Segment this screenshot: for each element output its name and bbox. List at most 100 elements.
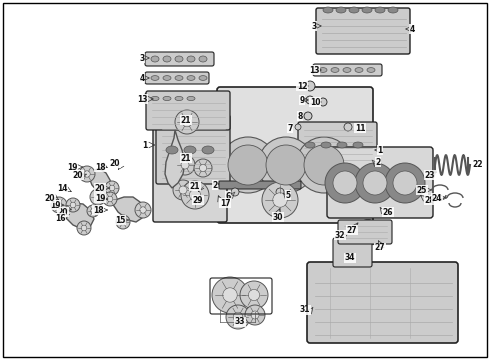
Circle shape	[251, 311, 259, 319]
Circle shape	[190, 189, 200, 201]
Ellipse shape	[319, 68, 327, 72]
FancyBboxPatch shape	[313, 64, 382, 76]
Ellipse shape	[199, 56, 207, 62]
Text: 15: 15	[115, 216, 125, 225]
Polygon shape	[60, 203, 94, 229]
Ellipse shape	[336, 7, 346, 13]
Circle shape	[179, 186, 187, 194]
Circle shape	[248, 289, 260, 301]
Circle shape	[103, 192, 117, 206]
Circle shape	[245, 305, 265, 325]
Circle shape	[181, 161, 189, 169]
FancyBboxPatch shape	[307, 262, 458, 343]
Text: 4: 4	[139, 73, 145, 82]
Ellipse shape	[151, 56, 159, 62]
Circle shape	[304, 112, 312, 120]
Text: 20: 20	[95, 184, 105, 193]
Circle shape	[305, 81, 315, 91]
Text: 20: 20	[58, 207, 68, 216]
Text: 11: 11	[355, 123, 365, 132]
Ellipse shape	[151, 96, 159, 100]
Ellipse shape	[343, 68, 351, 72]
Text: 29: 29	[193, 195, 203, 204]
Circle shape	[273, 193, 287, 207]
Ellipse shape	[375, 7, 385, 13]
Circle shape	[258, 137, 314, 193]
Text: 20: 20	[110, 158, 120, 167]
Circle shape	[194, 159, 212, 177]
Text: 4: 4	[409, 24, 415, 33]
Circle shape	[266, 145, 306, 185]
Circle shape	[199, 165, 207, 172]
Text: 34: 34	[345, 253, 355, 262]
Text: 30: 30	[273, 212, 283, 221]
Ellipse shape	[166, 146, 178, 154]
Circle shape	[107, 196, 113, 202]
Text: 2: 2	[375, 158, 381, 166]
Ellipse shape	[187, 76, 195, 80]
Ellipse shape	[163, 56, 171, 62]
Ellipse shape	[163, 96, 171, 100]
Text: 12: 12	[297, 81, 307, 90]
Circle shape	[84, 171, 90, 177]
Text: 28: 28	[425, 195, 435, 204]
Circle shape	[182, 117, 192, 127]
FancyBboxPatch shape	[153, 118, 227, 222]
Circle shape	[90, 189, 106, 205]
Ellipse shape	[367, 68, 375, 72]
Circle shape	[81, 225, 87, 231]
Polygon shape	[110, 197, 144, 222]
Circle shape	[333, 171, 357, 195]
Text: 5: 5	[286, 190, 291, 199]
Ellipse shape	[184, 146, 196, 154]
Text: 27: 27	[347, 225, 357, 234]
Text: 16: 16	[55, 213, 65, 222]
Circle shape	[91, 208, 96, 213]
Circle shape	[135, 202, 151, 218]
Text: 21: 21	[181, 153, 191, 162]
Ellipse shape	[362, 7, 372, 13]
Circle shape	[66, 198, 80, 212]
Circle shape	[393, 171, 417, 195]
Text: 20: 20	[73, 171, 83, 180]
Circle shape	[304, 145, 344, 185]
Text: 18: 18	[93, 206, 103, 215]
Circle shape	[231, 188, 239, 196]
Text: 10: 10	[310, 98, 320, 107]
Ellipse shape	[353, 142, 363, 148]
Text: 2: 2	[212, 180, 218, 189]
Ellipse shape	[305, 142, 315, 148]
Circle shape	[385, 163, 425, 203]
FancyBboxPatch shape	[327, 147, 433, 218]
Text: 25: 25	[417, 185, 427, 194]
Circle shape	[319, 98, 327, 106]
Text: 21: 21	[190, 181, 200, 190]
Ellipse shape	[388, 7, 398, 13]
FancyBboxPatch shape	[316, 8, 410, 54]
Circle shape	[226, 305, 250, 329]
Circle shape	[240, 281, 268, 309]
FancyBboxPatch shape	[333, 238, 372, 267]
Ellipse shape	[175, 96, 183, 100]
Text: 27: 27	[375, 243, 385, 252]
Circle shape	[223, 288, 237, 302]
Ellipse shape	[199, 76, 207, 80]
Polygon shape	[88, 169, 112, 197]
Text: 1: 1	[143, 140, 147, 149]
Circle shape	[105, 181, 119, 195]
Text: 1: 1	[377, 145, 383, 154]
Text: 8: 8	[297, 112, 303, 121]
FancyBboxPatch shape	[145, 52, 214, 66]
Text: 21: 21	[181, 116, 191, 125]
Ellipse shape	[163, 76, 171, 80]
FancyBboxPatch shape	[145, 93, 204, 104]
Circle shape	[109, 185, 115, 191]
Text: 18: 18	[95, 162, 105, 171]
Text: 31: 31	[300, 306, 310, 315]
Text: 32: 32	[335, 230, 345, 239]
Circle shape	[175, 155, 195, 175]
Circle shape	[181, 181, 209, 209]
FancyBboxPatch shape	[156, 115, 230, 184]
Ellipse shape	[349, 7, 359, 13]
Ellipse shape	[337, 142, 347, 148]
